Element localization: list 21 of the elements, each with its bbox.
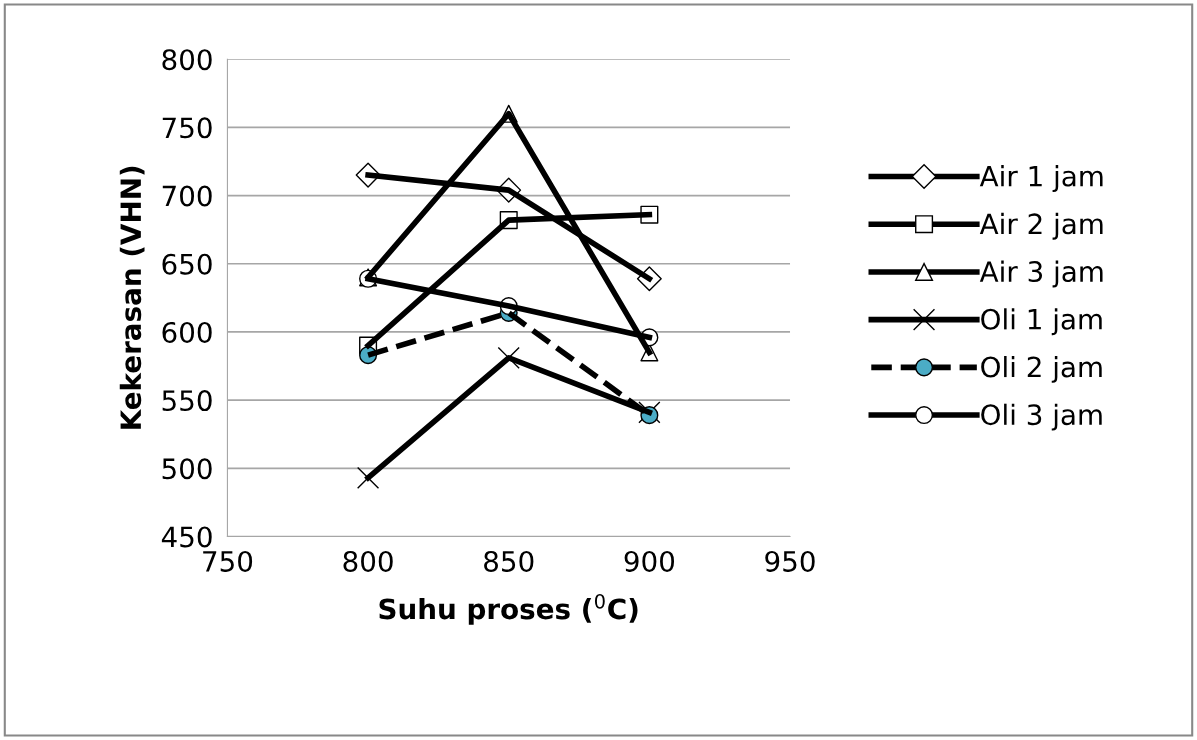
y-tick-label: 550	[162, 390, 212, 412]
y-tick-label: 450	[161, 526, 212, 548]
y-tick-label: 650	[162, 253, 212, 275]
legend-label: Air 1 jam	[979, 165, 1103, 192]
y-tick-label: 800	[162, 49, 212, 71]
legend-label: Oli 2 jam	[981, 355, 1102, 383]
y-tick-label: 750	[162, 117, 212, 139]
legend-label: Air 3 jam	[979, 260, 1103, 288]
y-axis-title: Kekerasan (VHN)	[119, 166, 145, 429]
x-tick-label: 900	[624, 550, 675, 572]
y-tick-label: 700	[162, 185, 212, 207]
x-tick-label: 800	[343, 550, 393, 572]
legend-label: Oli 1 jam	[981, 308, 1102, 336]
y-tick-label: 500	[162, 458, 212, 480]
legend-label: Oli 3 jam	[981, 403, 1102, 431]
x-tick-label: 750	[203, 550, 253, 572]
x-tick-label: 950	[765, 550, 815, 572]
y-tick-label: 600	[162, 321, 212, 343]
x-tick-label: 850	[484, 550, 534, 572]
legend-label: Air 2 jam	[979, 212, 1103, 240]
x-axis-title: Suhu proses ($^{0}$C)	[379, 593, 638, 625]
